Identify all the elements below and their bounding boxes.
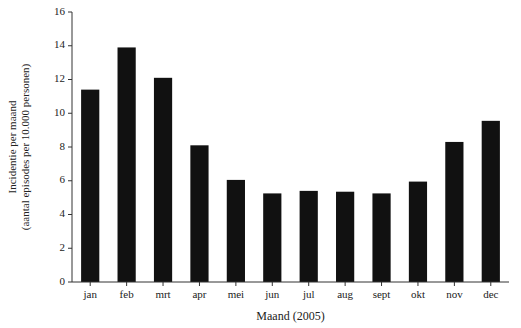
y-tick-label: 14 [54, 38, 66, 50]
chart-svg: 0 2 4 6 8 10 12 14 16 jan feb mrt apr mei jun jul aug sep… [0, 0, 521, 328]
x-tick [126, 282, 127, 286]
bar [336, 192, 354, 282]
bar [263, 193, 281, 282]
x-tick [454, 282, 455, 286]
x-tick [345, 282, 346, 286]
x-tick [490, 282, 491, 286]
x-tick-label: nov [446, 288, 463, 300]
x-tick [308, 282, 309, 286]
y-tick-label: 0 [60, 275, 66, 287]
x-tick-label: dec [483, 288, 498, 300]
x-tick [272, 282, 273, 286]
bar [154, 78, 172, 282]
x-tick-label: apr [192, 288, 206, 300]
x-tick-label: feb [120, 288, 135, 300]
x-tick-label: jul [302, 288, 315, 300]
x-tick-label: jan [82, 288, 97, 300]
x-axis-label: Maand (2005) [256, 309, 324, 323]
x-tick [235, 282, 236, 286]
y-tick [68, 282, 72, 283]
axes: 0 2 4 6 8 10 12 14 16 jan feb mrt apr mei jun jul aug sep… [54, 5, 509, 300]
y-tick [68, 147, 72, 148]
bar [372, 193, 390, 282]
y-tick-label: 16 [54, 5, 66, 17]
x-axis-line [72, 282, 509, 283]
x-tick [163, 282, 164, 286]
bar [409, 182, 427, 282]
y-tick [68, 113, 72, 114]
x-tick-label: mei [228, 288, 245, 300]
y-tick-label: 12 [54, 72, 65, 84]
bar [81, 90, 99, 282]
bar [300, 191, 318, 282]
y-tick-label: 4 [60, 207, 66, 219]
x-tick-label: jun [264, 288, 280, 300]
x-tick [90, 282, 91, 286]
y-axis-label: Incidentie per maand(aantal episodes per… [6, 63, 32, 230]
y-tick [68, 45, 72, 46]
bar [190, 145, 208, 282]
y-axis-label-line: (aantal episodes per 10.000 personen) [19, 63, 32, 230]
y-tick-label: 6 [60, 173, 66, 185]
y-tick [68, 12, 72, 13]
y-tick [68, 214, 72, 215]
x-tick-label: okt [411, 288, 425, 300]
y-tick-label: 2 [60, 241, 66, 253]
x-tick [381, 282, 382, 286]
y-axis-label-line: Incidentie per maand [6, 100, 18, 193]
y-tick-label: 8 [60, 140, 66, 152]
x-tick [417, 282, 418, 286]
y-tick [68, 180, 72, 181]
bar [227, 180, 245, 282]
y-tick [68, 248, 72, 249]
bars [81, 47, 500, 282]
x-tick [199, 282, 200, 286]
bar [118, 47, 136, 282]
y-tick [68, 79, 72, 80]
x-tick-label: sept [373, 288, 391, 300]
bar [445, 142, 463, 282]
x-tick-label: aug [337, 288, 353, 300]
chart-container: 0 2 4 6 8 10 12 14 16 jan feb mrt apr mei jun jul aug sep… [0, 0, 521, 328]
y-tick-label: 10 [54, 106, 66, 118]
bar [482, 121, 500, 282]
x-tick-label: mrt [155, 288, 170, 300]
